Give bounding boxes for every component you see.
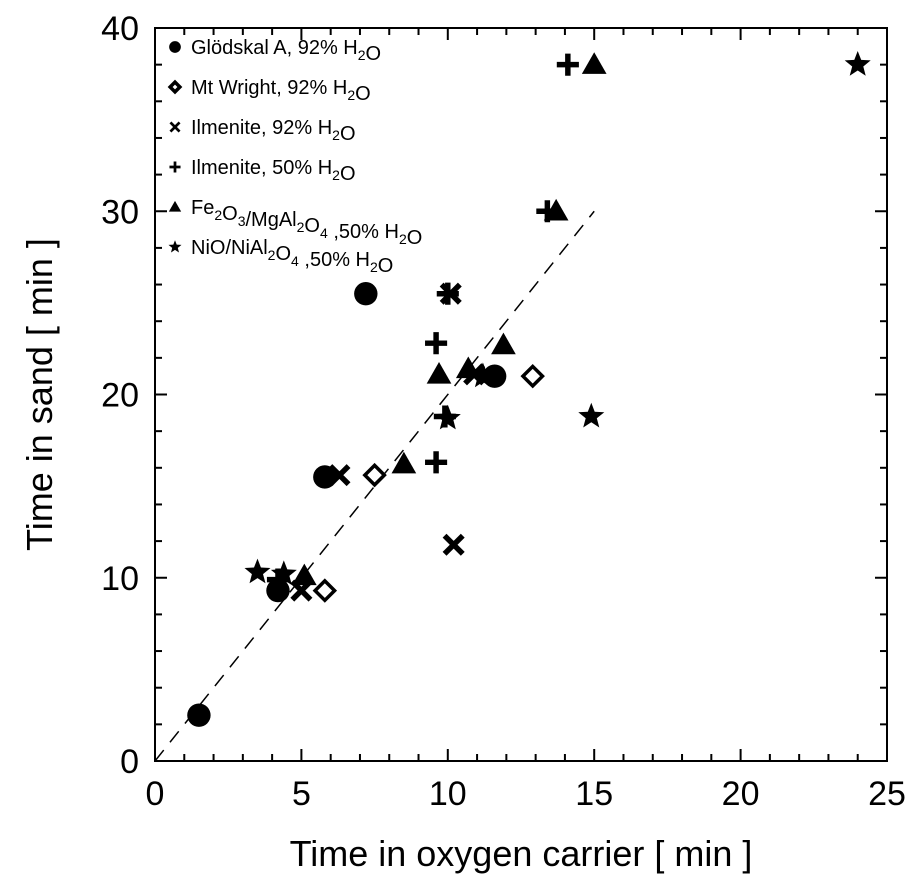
legend-marker-circle <box>169 41 181 53</box>
legend-label: Ilmenite, 92% H2O <box>191 117 356 145</box>
axis-ticks: 0 5 10 15 20 25 0 10 20 30 40 <box>101 10 906 813</box>
data-point-triangle <box>491 332 516 355</box>
data-point-plus <box>425 451 448 474</box>
data-point-star <box>270 560 297 586</box>
data-point-circle <box>187 703 211 727</box>
legend-marker-plus <box>169 161 181 173</box>
legend-label: Mt Wright, 92% H2O <box>191 77 371 105</box>
data-point-diamond-open <box>520 363 545 389</box>
x-tick-label: 25 <box>868 775 906 813</box>
legend-label: Fe2O3/MgAl2O4 ,50% H2O <box>191 197 422 249</box>
legend-marker-x <box>169 121 181 133</box>
x-tick-label: 10 <box>429 775 467 813</box>
data-point-triangle <box>291 563 317 586</box>
data-point-star <box>578 402 605 428</box>
data-point-triangle <box>391 451 417 474</box>
y-axis-title: Time in sand [ min ] <box>19 238 60 551</box>
data-point-plus <box>436 282 459 305</box>
data-point-plus <box>556 53 579 76</box>
data-point-triangle <box>543 198 569 221</box>
legend-marker-triangle <box>168 200 182 212</box>
data-point-diamond-open <box>312 578 338 603</box>
x-tick-label: 0 <box>146 775 165 813</box>
legend-label: NiO/NiAl2O4 ,50% H2O <box>191 237 393 277</box>
data-points <box>187 51 871 727</box>
y-tick-label: 20 <box>101 377 139 415</box>
x-axis-title: Time in oxygen carrier [ min ] <box>290 833 753 874</box>
data-point-plus <box>425 332 448 355</box>
x-tick-label: 20 <box>722 775 760 813</box>
reference-line-group <box>154 210 595 762</box>
data-point-star <box>244 558 271 584</box>
legend-label: Glödskal A, 92% H2O <box>191 37 381 65</box>
y-tick-label: 30 <box>101 193 139 231</box>
data-point-x <box>328 464 351 487</box>
legend: Glödskal A, 92% H2O Mt Wright, 92% H2O Ilm… <box>167 37 422 277</box>
x-tick-label: 5 <box>292 775 311 813</box>
data-point-x <box>442 533 465 556</box>
legend-marker-diamond-open <box>167 79 183 95</box>
legend-label: Ilmenite, 50% H2O <box>191 157 356 185</box>
data-point-star <box>434 404 461 430</box>
data-point-star <box>470 362 496 388</box>
reference-line <box>154 210 595 762</box>
data-point-star <box>844 51 871 76</box>
data-point-triangle <box>426 361 452 384</box>
legend-marker-star <box>168 240 182 253</box>
x-tick-label: 15 <box>575 775 613 813</box>
data-point-triangle <box>581 52 607 74</box>
data-point-diamond-open <box>362 462 387 488</box>
y-tick-label: 40 <box>101 10 139 48</box>
data-point-circle <box>354 282 378 306</box>
y-tick-label: 10 <box>101 560 139 598</box>
y-tick-label: 0 <box>120 743 139 781</box>
